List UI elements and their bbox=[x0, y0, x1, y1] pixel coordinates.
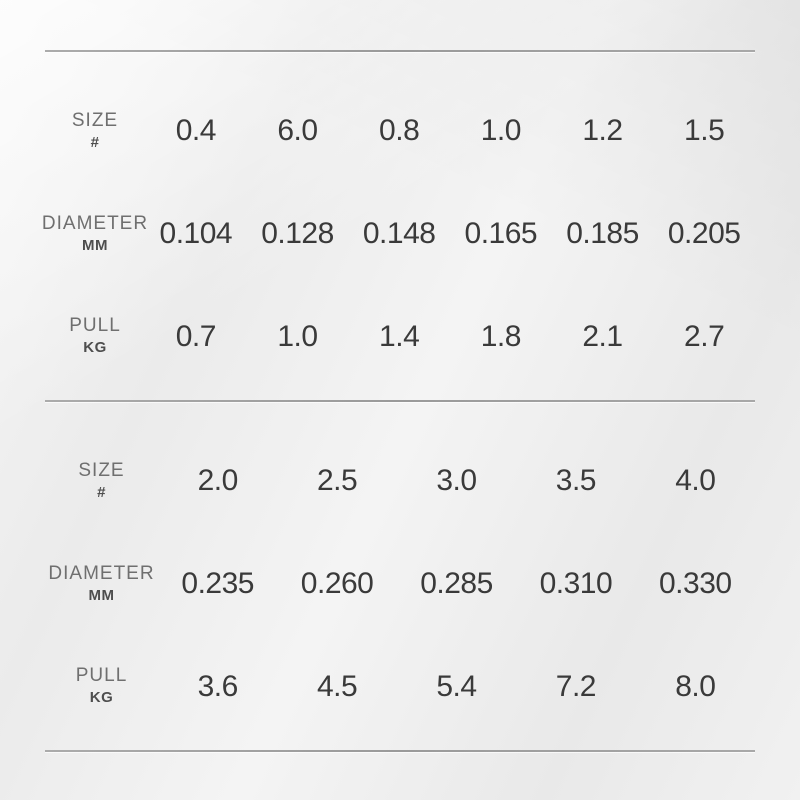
spec-value-cell: 0.148 bbox=[362, 217, 436, 250]
spec-row-pull-2: PULL KG 3.6 4.5 5.4 7.2 8.0 bbox=[45, 635, 755, 738]
spec-value-cell: 1.0 bbox=[480, 114, 522, 148]
divider-rule-2 bbox=[45, 400, 755, 402]
spec-row-size-1: SIZE #0.4 6.0 0.8 1.0 1.2 1.5 bbox=[45, 80, 755, 183]
spec-value-cell: 2.1 bbox=[582, 319, 623, 353]
spec-value-cell: 3.5 bbox=[555, 464, 597, 498]
spec-value-cell: 5.4 bbox=[436, 669, 477, 703]
row-label-stack: SIZE # bbox=[45, 460, 158, 502]
spec-value-cell: 3.6 bbox=[197, 669, 239, 703]
spec-value-cell: 0.8 bbox=[379, 114, 420, 148]
spec-row-size-2: SIZE #2.0 2.5 3.0 3.5 4.0 bbox=[45, 430, 755, 533]
spec-value-cell: 0.128 bbox=[261, 217, 334, 250]
row-label: DIAMETER bbox=[41, 212, 149, 234]
row-label: PULL bbox=[75, 665, 128, 687]
row-label-stack: SIZE # bbox=[45, 110, 145, 152]
row-unit-label: KG bbox=[89, 689, 114, 707]
row-label: SIZE bbox=[71, 110, 119, 132]
row-unit-label: # bbox=[90, 134, 100, 152]
spec-value-cell: 2.5 bbox=[316, 464, 358, 498]
row-label: PULL bbox=[69, 315, 121, 337]
spec-value-cell: 0.104 bbox=[159, 217, 233, 250]
spec-section-2: SIZE #2.0 2.5 3.0 3.5 4.0 DIAMETER MM 0.235 0.260… bbox=[45, 402, 755, 750]
row-label: SIZE bbox=[78, 460, 125, 482]
row-label: DIAMETER bbox=[48, 562, 155, 584]
divider-rule-1 bbox=[45, 50, 755, 52]
spec-value-cell: 1.0 bbox=[277, 319, 318, 353]
spec-table: SIZE #0.4 6.0 0.8 1.0 1.2 1.5 DIAMETER MM 0.104 0.… bbox=[41, 50, 755, 752]
spec-value-cell: 2.0 bbox=[197, 464, 239, 498]
row-unit-label: KG bbox=[83, 339, 107, 357]
spec-value-cell: 1.2 bbox=[582, 114, 623, 148]
spec-value-cell: 8.0 bbox=[675, 669, 716, 703]
spec-value-cell: 2.7 bbox=[684, 319, 725, 353]
spec-value-cell: 4.0 bbox=[675, 464, 716, 498]
spec-value-cell: 1.4 bbox=[379, 319, 420, 353]
row-label-stack: PULL KG bbox=[45, 316, 145, 356]
spec-row-pull-1: PULL KG 0.7 1.0 1.4 1.8 2.1 2.7 bbox=[45, 285, 755, 388]
spec-value-cell: 4.5 bbox=[316, 669, 358, 703]
spec-value-cell: 1.5 bbox=[684, 114, 725, 148]
row-label-stack: PULL KG bbox=[45, 666, 158, 706]
spec-row-diameter-1: DIAMETER MM 0.104 0.128 0.148 0.165 0.185 0.205 bbox=[41, 183, 755, 286]
spec-value-cell: 7.2 bbox=[555, 669, 597, 703]
spec-value-cell: 0.205 bbox=[667, 217, 741, 250]
spec-value-cell: 0.165 bbox=[464, 217, 538, 250]
row-unit-label: # bbox=[97, 484, 106, 502]
row-unit-label: MM bbox=[88, 586, 115, 604]
spec-value-cell: 3.0 bbox=[436, 464, 477, 498]
row-label-stack: DIAMETER MM bbox=[45, 562, 158, 604]
spec-value-cell: 0.7 bbox=[175, 319, 217, 353]
spec-value-cell: 1.8 bbox=[480, 319, 522, 353]
spec-value-cell: 0.285 bbox=[420, 567, 493, 600]
spec-value-cell: 0.4 bbox=[175, 114, 217, 148]
spec-value-cell: 0.235 bbox=[181, 567, 254, 600]
spec-value-cell: 6.0 bbox=[277, 114, 318, 148]
spec-row-diameter-2: DIAMETER MM 0.235 0.260 0.285 0.310 0.330 bbox=[45, 533, 755, 636]
row-label-stack: DIAMETER MM bbox=[41, 212, 149, 254]
spec-value-cell: 0.260 bbox=[300, 567, 374, 600]
spec-section-1: SIZE #0.4 6.0 0.8 1.0 1.2 1.5 DIAMETER MM 0.104 0.… bbox=[41, 52, 755, 400]
spec-value-cell: 0.185 bbox=[566, 217, 639, 250]
divider-rule-3 bbox=[45, 750, 755, 752]
spec-value-cell: 0.330 bbox=[659, 567, 732, 600]
spec-value-cell: 0.310 bbox=[539, 567, 613, 600]
row-unit-label: MM bbox=[82, 236, 108, 254]
